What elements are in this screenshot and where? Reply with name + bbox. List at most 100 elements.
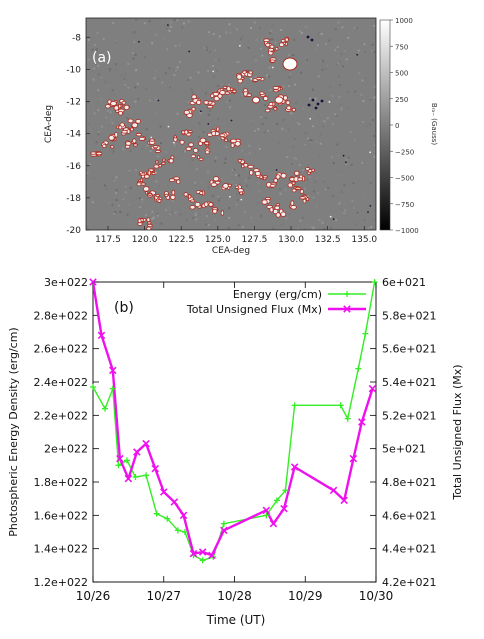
- flux-tick-label: 4.8e+021: [382, 476, 436, 489]
- colorbar-tick-label: 500: [395, 70, 408, 78]
- noise-speck: [375, 28, 376, 31]
- noise-speck: [348, 19, 351, 22]
- noise-speck: [343, 212, 346, 215]
- flux-blob: [129, 127, 134, 132]
- noise-speck: [191, 91, 194, 94]
- noise-speck: [287, 98, 289, 101]
- noise-speck: [324, 188, 327, 191]
- noise-speck: [282, 85, 285, 88]
- noise-speck: [111, 151, 114, 154]
- noise-speck: [361, 79, 364, 82]
- noise-speck: [195, 211, 198, 214]
- flux-axis-label: Total Unsigned Flux (Mx): [451, 364, 464, 500]
- noise-speck: [177, 139, 180, 142]
- flux-tick-label: 5.6e+021: [382, 343, 436, 356]
- noise-speck: [199, 70, 202, 73]
- noise-speck: [257, 202, 260, 205]
- noise-speck: [124, 73, 127, 76]
- noise-speck: [154, 70, 157, 73]
- noise-speck: [87, 58, 90, 61]
- time-axis-ticks: 10/26 10/27 10/28 10/29 10/30: [76, 282, 393, 603]
- noise-speck: [292, 54, 295, 56]
- noise-speck: [207, 171, 210, 174]
- noise-speck: [217, 195, 220, 198]
- noise-speck: [369, 99, 372, 101]
- noise-speck: [249, 119, 252, 121]
- noise-speck: [329, 86, 332, 89]
- flux-region: [137, 217, 153, 230]
- noise-speck: [170, 25, 173, 28]
- noise-speck: [229, 32, 232, 35]
- flux-blob: [121, 101, 127, 105]
- noise-speck: [358, 29, 361, 32]
- noise-speck: [218, 137, 220, 140]
- noise-speck: [136, 82, 139, 85]
- noise-speck: [123, 77, 126, 80]
- noise-speck: [115, 199, 118, 201]
- flux-region: [173, 126, 241, 161]
- noise-speck: [335, 114, 338, 117]
- noise-speck: [179, 60, 182, 63]
- noise-speck: [357, 49, 360, 52]
- flux-blob: [101, 144, 107, 149]
- noise-speck: [291, 163, 294, 166]
- noise-speck: [250, 216, 253, 219]
- noise-speck: [271, 24, 274, 27]
- noise-speck: [236, 199, 239, 201]
- noise-speck: [303, 187, 306, 190]
- noise-speck: [264, 116, 267, 119]
- noise-speck: [122, 147, 124, 150]
- flux-blob: [132, 138, 137, 144]
- noise-speck: [152, 216, 155, 219]
- flux-blob: [146, 226, 152, 230]
- sunspot-positive: [282, 57, 298, 71]
- energy-tick-label: 2.4e+022: [34, 376, 88, 389]
- noise-speck: [316, 44, 319, 47]
- flux-blob: [302, 198, 307, 204]
- flux-point: [368, 384, 377, 393]
- noise-speck: [150, 31, 153, 34]
- flux-blob: [148, 192, 152, 197]
- noise-speck: [287, 53, 290, 56]
- noise-speck: [174, 181, 176, 184]
- noise-speck: [173, 57, 175, 60]
- noise-speck: [253, 55, 256, 58]
- flux-blob: [269, 44, 275, 49]
- noise-speck: [97, 89, 100, 92]
- noise-speck: [308, 153, 311, 155]
- flux-blob: [133, 143, 138, 147]
- noise-speck: [214, 156, 217, 159]
- noise-speck: [141, 198, 144, 201]
- flux-region: [237, 158, 316, 194]
- flux-blob: [90, 151, 97, 155]
- noise-speck: [214, 49, 217, 52]
- noise-speck: [124, 83, 127, 86]
- flux-blob: [230, 138, 237, 144]
- noise-speck: [260, 47, 263, 50]
- flux-blob: [280, 211, 287, 217]
- noise-speck: [233, 168, 236, 171]
- noise-speck: [90, 129, 93, 132]
- noise-speck: [176, 19, 179, 22]
- noise-speck: [243, 211, 246, 214]
- flux-tick-label: 5e+021: [382, 443, 426, 456]
- noise-speck: [196, 168, 198, 171]
- noise-speck: [97, 109, 100, 112]
- noise-speck: [223, 122, 226, 125]
- flux-blob: [183, 110, 190, 115]
- flux-blob: [267, 47, 274, 52]
- noise-speck: [268, 66, 271, 69]
- noise-speck: [216, 85, 219, 88]
- noise-speck: [337, 21, 340, 24]
- noise-speck: [203, 46, 206, 49]
- noise-speck: [244, 153, 247, 156]
- noise-speck: [204, 92, 207, 95]
- noise-speck: [220, 187, 223, 190]
- colorbar-tick-label: −500: [395, 175, 414, 183]
- noise-speck: [112, 22, 115, 24]
- noise-speck: [257, 182, 260, 185]
- energy-tick-label: 3e+022: [44, 276, 88, 289]
- noise-speck: [133, 41, 136, 44]
- noise-speck: [151, 210, 154, 213]
- flux-blob: [191, 94, 197, 100]
